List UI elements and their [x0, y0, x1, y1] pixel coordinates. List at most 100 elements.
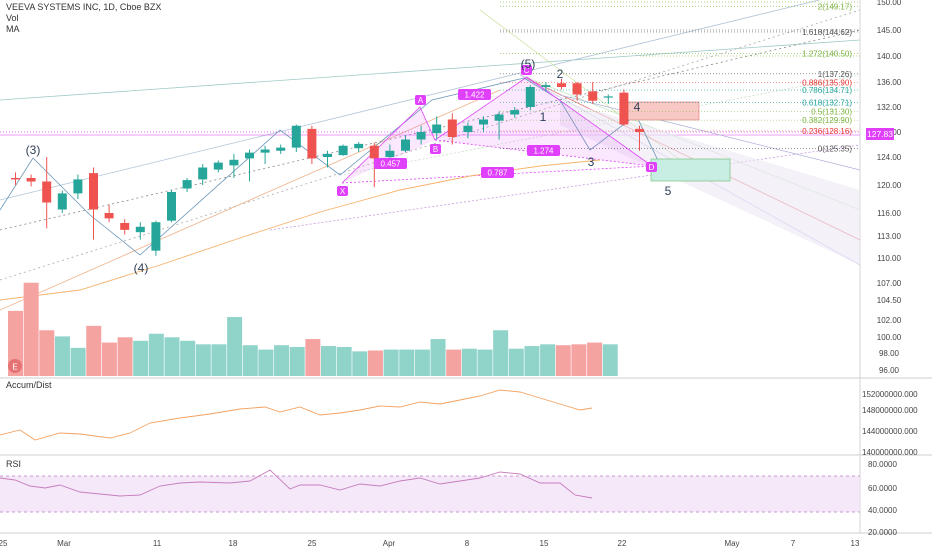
fib-level-label: 0.382(129.90) — [802, 116, 852, 125]
candle-body[interactable] — [541, 85, 551, 87]
candle-body[interactable] — [416, 132, 426, 140]
price-tick-label: 98.00 — [879, 349, 900, 358]
time-tick-label: 8 — [465, 539, 470, 548]
candle-body[interactable] — [167, 192, 176, 221]
svg-text:A: A — [418, 96, 424, 105]
accum-tick-label: 148000000.000 — [862, 406, 918, 415]
candle-body[interactable] — [260, 149, 270, 153]
svg-text:(3): (3) — [26, 143, 41, 157]
volume-bar — [164, 337, 180, 376]
volume-bar — [508, 348, 524, 376]
candle-body[interactable] — [104, 213, 114, 219]
candle-body[interactable] — [11, 178, 20, 180]
candle-body[interactable] — [120, 222, 130, 230]
price-tick-label: 104.50 — [877, 296, 902, 305]
candle-body[interactable] — [603, 96, 613, 98]
fib-level-label: 1.272(140.50) — [802, 49, 852, 58]
rsi-title[interactable]: RSI — [6, 459, 22, 469]
candle-body[interactable] — [229, 159, 239, 166]
price-tick-label: 100.00 — [877, 333, 902, 342]
current-price: 127.83 — [867, 129, 893, 139]
fib-level-label: 0.5(131.30) — [811, 107, 852, 116]
fib-level-label: 0(125.35) — [818, 145, 853, 154]
candle-body[interactable] — [619, 92, 629, 125]
volume-bar — [180, 340, 196, 376]
candle-body[interactable] — [494, 114, 504, 121]
candle-body[interactable] — [635, 128, 644, 132]
candle-body[interactable] — [291, 125, 301, 148]
candle-body[interactable] — [57, 193, 67, 210]
candle-body[interactable] — [26, 178, 36, 182]
accum-dist-line — [0, 389, 593, 441]
volume-bar — [555, 345, 571, 376]
candle-body[interactable] — [89, 173, 98, 210]
rsi-axis: 80.0000 60.0000 40.0000 20.0000 — [868, 460, 897, 537]
price-tick-label: 116.00 — [877, 209, 901, 218]
candle-body[interactable] — [245, 152, 254, 159]
vol-indicator-label[interactable]: Vol — [6, 13, 19, 23]
candle-body[interactable] — [151, 222, 161, 251]
candle-body[interactable] — [401, 139, 410, 151]
volume-bar — [446, 349, 462, 376]
fib-level-label: 1.618(144.62) — [802, 28, 852, 37]
volume-bar — [148, 333, 164, 376]
candle-body[interactable] — [557, 83, 566, 87]
time-tick-label: 25 — [308, 539, 317, 548]
time-tick-label: 11 — [153, 539, 162, 548]
rsi-line — [0, 469, 593, 499]
candle-body[interactable] — [447, 119, 457, 138]
time-tick-label: 13 — [851, 539, 860, 548]
rsi-tick-label: 20.0000 — [868, 528, 897, 537]
volume-bar — [493, 330, 509, 376]
accum-tick-label: 140000000.000 — [862, 448, 918, 457]
candle-body[interactable] — [73, 179, 83, 194]
candle-body[interactable] — [276, 147, 286, 151]
candle-body[interactable] — [213, 162, 223, 170]
price-tick-label: 150.00 — [877, 0, 902, 7]
volume-bar — [383, 349, 399, 376]
candle-body[interactable] — [479, 119, 488, 125]
candle-body[interactable] — [198, 167, 208, 180]
chart-title[interactable]: VEEVA SYSTEMS INC, 1D, Cboe BZX — [6, 2, 162, 12]
volume-bar — [430, 339, 446, 376]
candle-body[interactable] — [385, 150, 395, 157]
candles[interactable] — [11, 78, 644, 256]
harmonic-pattern — [341, 76, 653, 184]
target-box-green — [650, 158, 731, 182]
candle-body[interactable] — [135, 226, 145, 233]
price-tick-label: 113.00 — [877, 232, 901, 241]
earnings-marker[interactable]: E — [8, 359, 22, 373]
candle-body[interactable] — [182, 180, 192, 189]
accum-dist-title[interactable]: Accum/Dist — [6, 380, 52, 390]
candle-body[interactable] — [525, 87, 535, 107]
volume-bar — [101, 342, 117, 376]
pattern-labels: X A B C D 0.457 1.422 0.787 1.274 — [337, 65, 657, 196]
candle-body[interactable] — [588, 91, 598, 101]
volume-bar — [321, 346, 336, 376]
volume-bar — [274, 345, 290, 376]
current-price-tag: 127.83 — [866, 128, 894, 140]
chart-legend: VEEVA SYSTEMS INC, 1D, Cboe BZX Vol MA — [6, 2, 161, 35]
candle-body[interactable] — [354, 143, 364, 149]
candle-body[interactable] — [42, 181, 52, 203]
candle-body[interactable] — [572, 83, 582, 95]
volume-bar — [54, 336, 70, 376]
candle-body[interactable] — [307, 128, 317, 159]
ma-indicator-label[interactable]: MA — [6, 24, 20, 34]
candle-body[interactable] — [432, 124, 442, 134]
candle-body[interactable] — [369, 145, 379, 159]
price-tick-label: 124.00 — [877, 153, 902, 162]
candle-body[interactable] — [463, 125, 473, 132]
volume-bar — [289, 346, 305, 376]
svg-text:B: B — [433, 145, 438, 154]
volume-bar — [195, 344, 211, 376]
time-tick-label: 18 — [229, 539, 238, 548]
candle-body[interactable] — [510, 110, 520, 115]
time-tick-label: May — [724, 539, 739, 548]
volume-bar — [39, 330, 55, 376]
candle-body[interactable] — [338, 145, 348, 156]
candle-body[interactable] — [323, 153, 332, 157]
time-tick-label: Mar — [57, 539, 71, 548]
volume-bar — [117, 337, 133, 376]
